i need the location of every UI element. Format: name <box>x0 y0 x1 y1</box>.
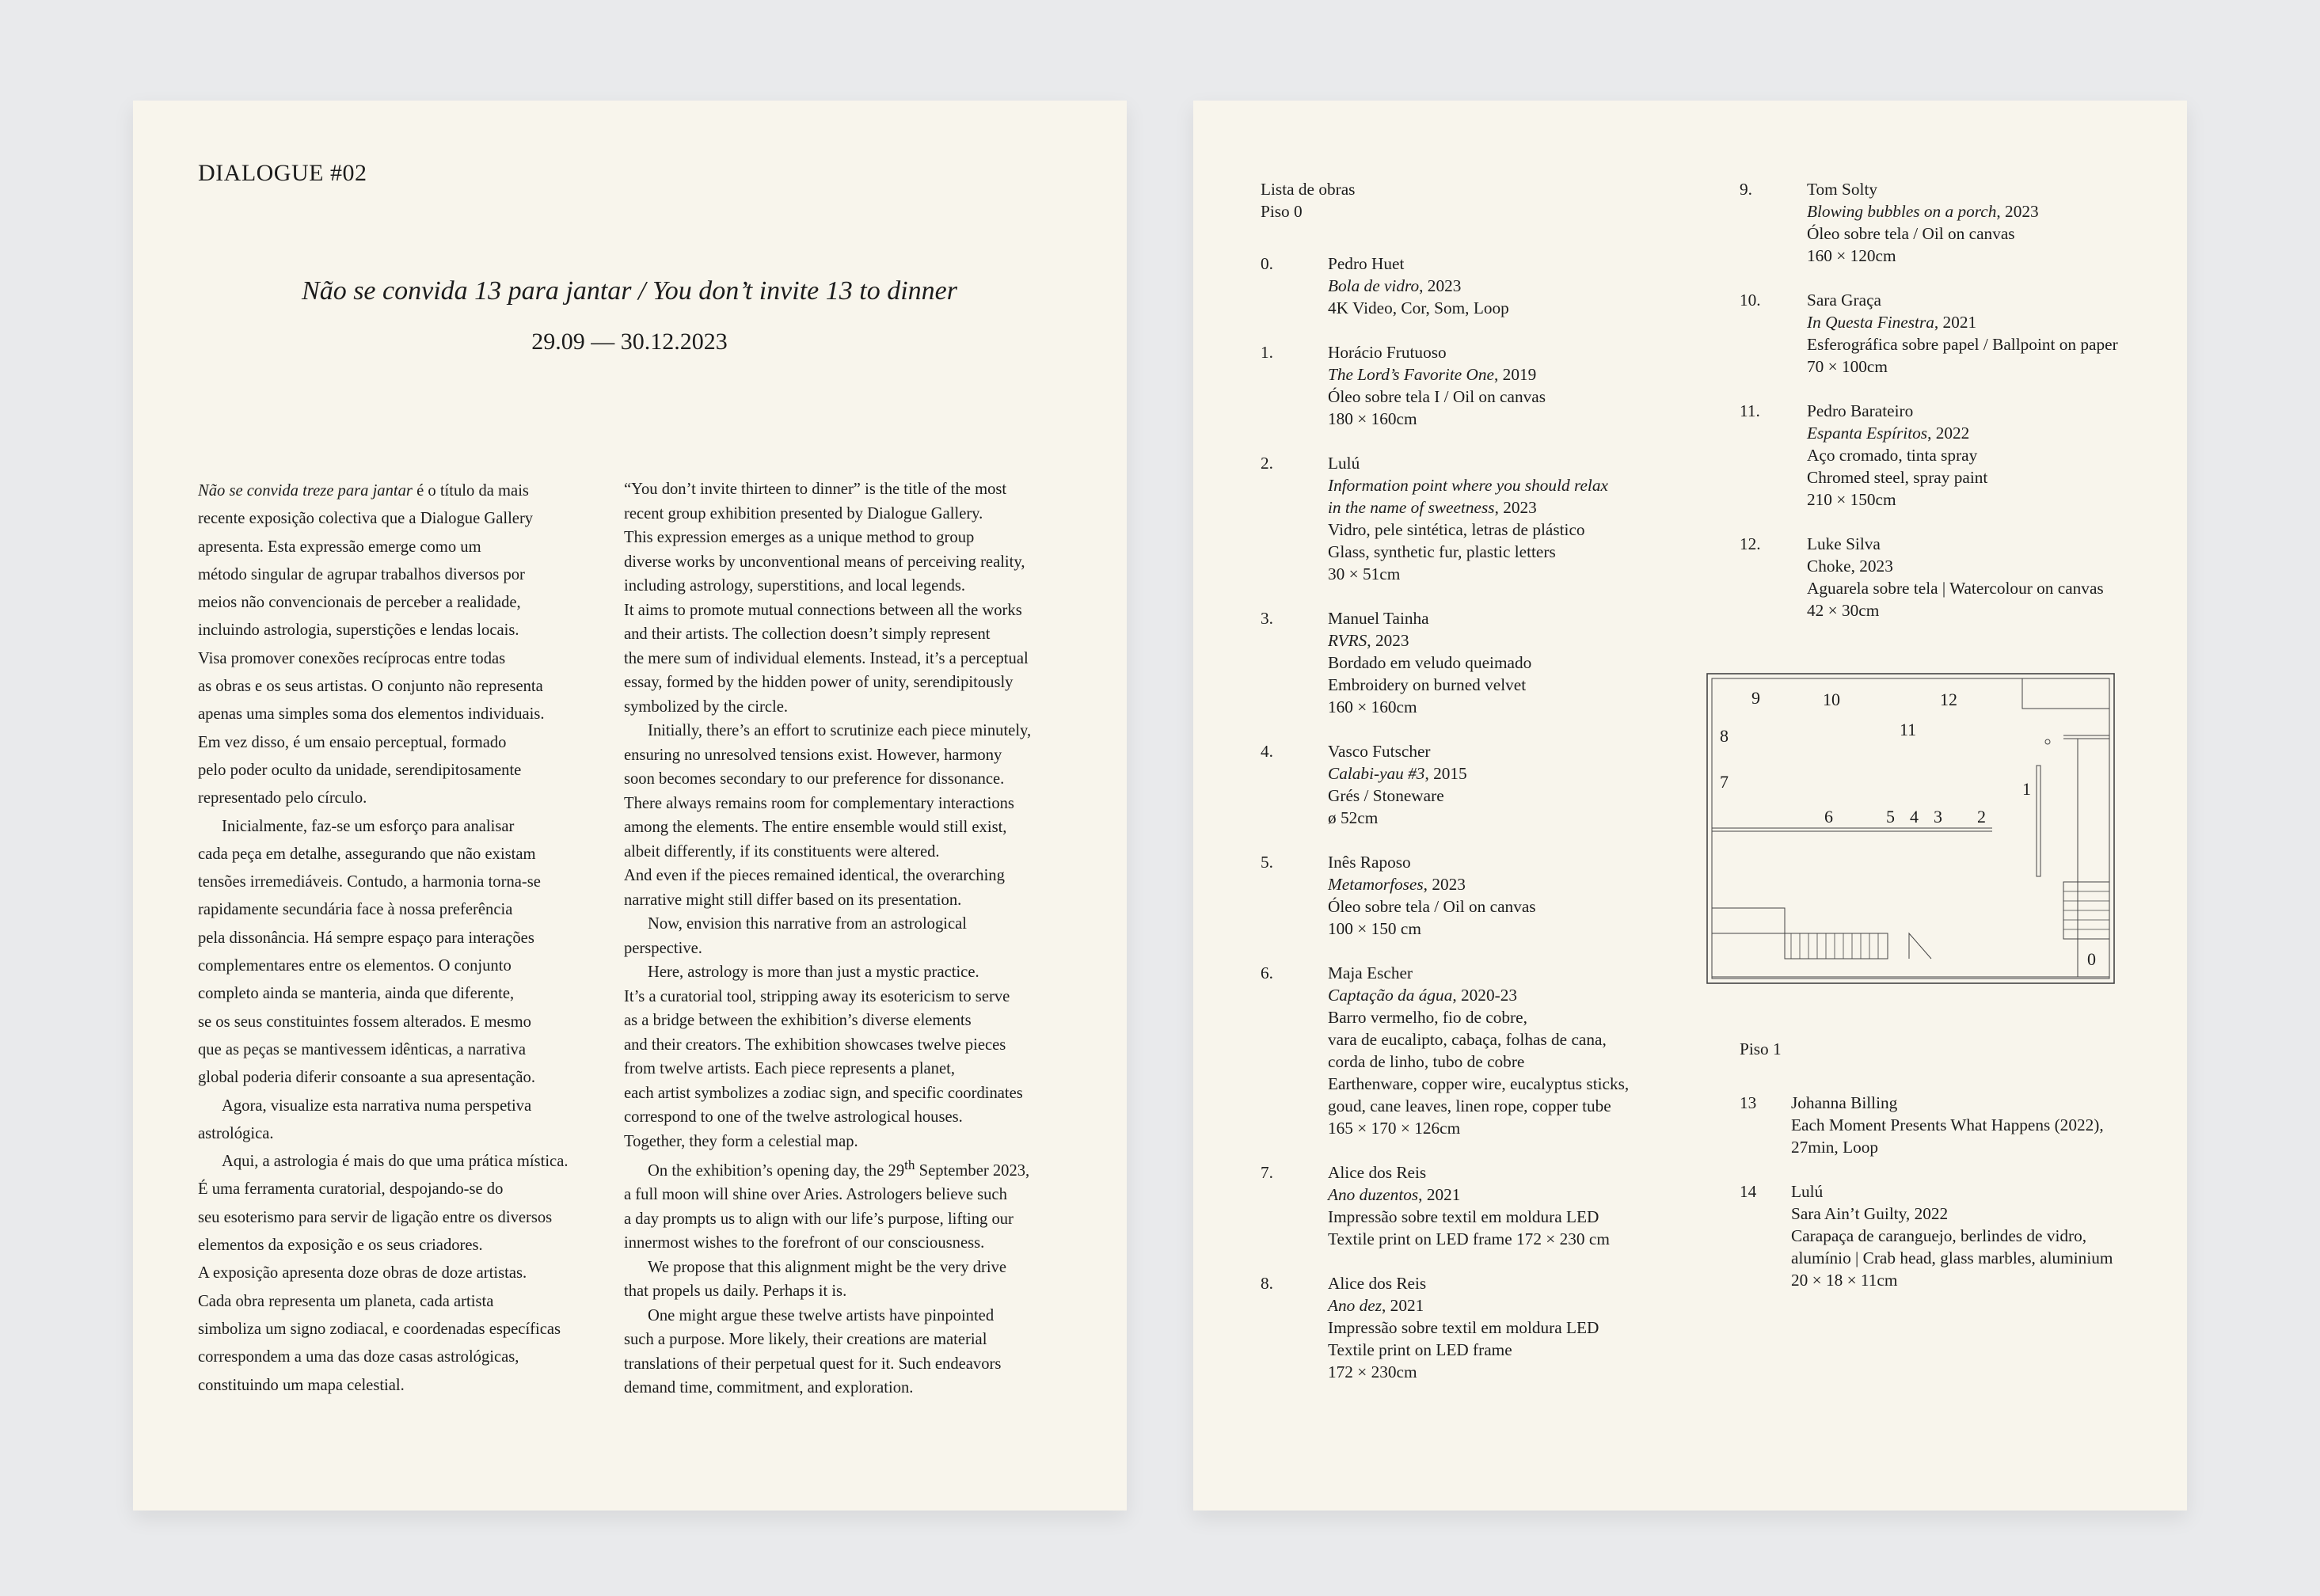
svg-text:9: 9 <box>1751 688 1760 708</box>
svg-text:11: 11 <box>1900 720 1916 739</box>
svg-text:7: 7 <box>1720 772 1729 792</box>
svg-text:10: 10 <box>1823 690 1840 709</box>
svg-text:2: 2 <box>1977 807 1986 826</box>
svg-text:1: 1 <box>2022 779 2031 799</box>
svg-text:5: 5 <box>1886 807 1895 826</box>
svg-text:3: 3 <box>1934 807 1942 826</box>
svg-text:0: 0 <box>2087 949 2096 969</box>
svg-text:4: 4 <box>1910 807 1919 826</box>
svg-text:6: 6 <box>1824 807 1833 826</box>
svg-text:8: 8 <box>1720 726 1729 746</box>
svg-text:12: 12 <box>1940 690 1957 709</box>
